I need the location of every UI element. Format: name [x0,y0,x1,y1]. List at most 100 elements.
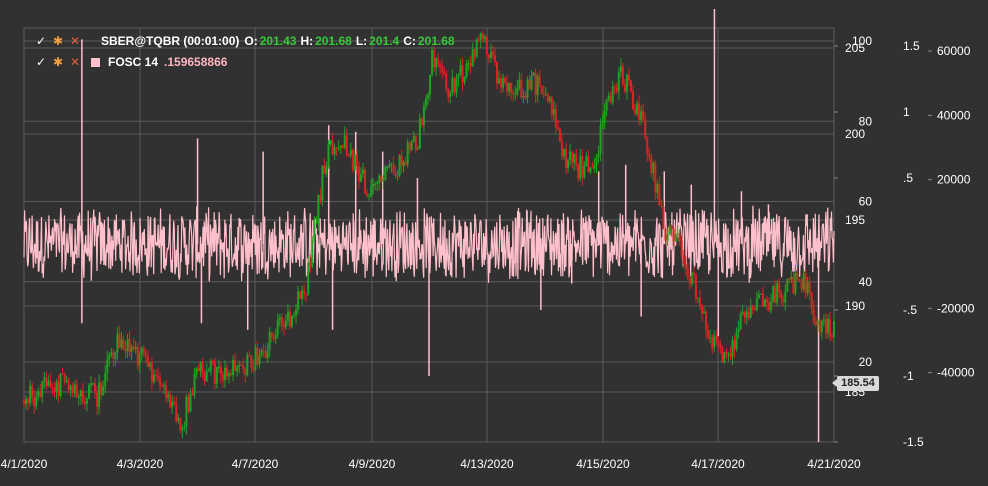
legend-main-series: ✓ ✱ ✕ SBER@TQBR (00:01:00) O: 201.43 H: … [34,33,459,49]
candle-body [591,167,594,169]
candle-body [351,149,354,171]
candle-body [364,169,367,194]
candle-body [670,225,673,229]
candle-body [73,384,76,394]
candle-body [79,390,82,397]
candle-body [388,164,391,167]
candle-body [362,169,365,175]
candle-body [118,333,121,348]
candle-body [345,135,348,155]
candle-body [209,360,212,371]
candle-body [737,329,740,332]
candle-body [386,166,389,168]
candle-body [313,224,316,241]
candle-body [309,262,312,267]
candle-body [575,153,578,165]
candle-body [268,331,271,350]
candle-body [152,374,155,383]
candle-body [221,374,224,380]
candle-body [201,361,204,375]
candle-body [270,331,273,339]
candle-body [150,363,153,383]
candle-body [465,63,468,77]
candle-body [439,64,442,67]
gear-icon[interactable]: ✱ [52,55,64,69]
candle-body [236,366,239,371]
candle-body [615,87,618,92]
candle-body [684,264,687,269]
candle-body [636,103,639,115]
candle-body [112,352,115,359]
candle-body [169,394,172,408]
candle-body [284,320,287,328]
candle-body [508,83,511,92]
candle-body [822,319,825,321]
candle-body [674,233,677,242]
candle-body [293,315,295,317]
check-icon[interactable]: ✓ [35,55,47,69]
candle-body [418,118,421,149]
candle-body [138,353,141,366]
candle-body [753,309,756,311]
candle-body [457,74,460,79]
candle-body [768,302,771,311]
candle-body [163,385,166,387]
candle-body [512,92,515,94]
candle-body [776,283,779,303]
candle-body [368,195,371,197]
candle-body [607,95,610,100]
candle-body [619,66,622,72]
candle-body [790,276,793,280]
close-icon[interactable]: ✕ [69,55,81,69]
candle-body [305,293,308,295]
candle-body [739,313,742,330]
candle-body [550,97,553,115]
candle-body [67,380,70,391]
candle-body [43,377,46,382]
check-icon[interactable]: ✓ [35,34,47,48]
candle-body [347,154,350,156]
candle-body [455,78,458,93]
candle-body [818,320,821,333]
candle-body [761,293,764,307]
candle-body [709,337,712,339]
candle-body [725,352,728,355]
candle-body [573,153,576,163]
candle-body [656,184,659,193]
candle-body [230,373,233,376]
candle-body [382,179,385,182]
candle-body [341,145,344,148]
candle-body [611,86,614,103]
gear-icon[interactable]: ✱ [52,34,64,48]
candle-body [55,381,58,392]
candle-body [301,290,304,299]
candle-body [92,383,95,385]
price-tick-label: 200 [845,127,865,141]
candle-body [473,49,476,57]
candle-body [524,95,527,98]
legend-close-value: 201.68 [417,34,455,48]
candle-body [804,273,807,294]
candle-body [161,385,164,387]
candle-body [124,349,127,352]
candle-body [696,297,699,299]
candle-body [102,386,105,395]
candle-body [609,95,612,103]
candle-body [297,291,300,310]
candle-body [81,390,84,402]
candle-body [796,273,799,279]
candle-body [203,374,206,382]
candle-body [833,321,835,338]
candle-body [215,367,218,384]
fosc-line [23,205,835,283]
candle-body [410,141,413,150]
candle-body [766,299,769,303]
candle-body [599,125,602,155]
close-icon[interactable]: ✕ [69,34,81,48]
candle-body [311,240,314,267]
candle-body [29,385,32,404]
last-price-label: 185.54 [832,376,879,391]
candle-body [57,381,60,397]
candle-body [632,91,635,110]
